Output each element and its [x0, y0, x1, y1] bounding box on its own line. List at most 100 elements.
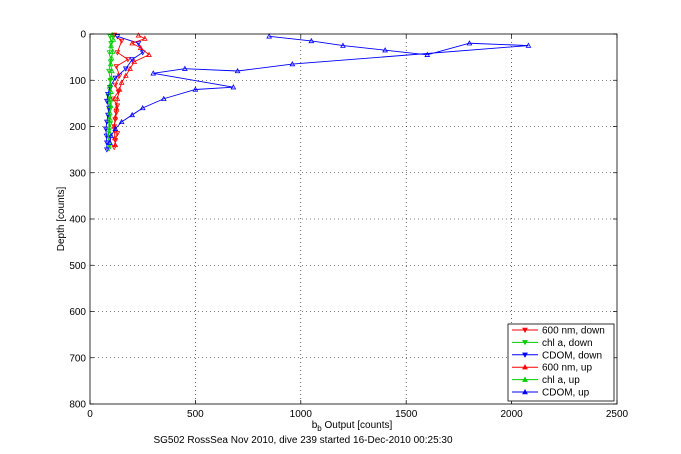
legend-entry: 600 nm, down	[542, 326, 605, 337]
y-tick-label: 800	[69, 400, 86, 411]
data-point	[114, 131, 121, 137]
data-point	[107, 139, 113, 145]
data-point	[112, 125, 119, 131]
axis-ticks: 0 500 1000 1500 2000 2500 0 100 200 300 400 500 600 7…	[69, 30, 628, 421]
data-point	[110, 96, 117, 102]
data-point	[127, 65, 133, 71]
data-point	[103, 119, 110, 125]
data-point	[110, 36, 117, 42]
legend-marker	[522, 327, 528, 334]
y-axis-label: Depth [counts]	[56, 187, 67, 252]
data-point	[105, 91, 111, 98]
data-point	[122, 72, 129, 78]
legend-marker	[522, 364, 528, 370]
data-point	[107, 95, 113, 101]
data-point	[118, 118, 125, 125]
data-point	[107, 116, 114, 122]
x-tick-label: 500	[187, 409, 204, 420]
data-point	[107, 61, 114, 67]
series-5	[107, 33, 532, 145]
caption: SG502 RossSea Nov 2010, dive 239 started…	[153, 435, 453, 446]
data-point	[106, 109, 113, 115]
data-point	[340, 42, 346, 48]
data-point	[139, 50, 146, 56]
data-point	[108, 74, 114, 81]
data-point	[160, 95, 167, 101]
y-tick-label: 0	[80, 30, 86, 41]
y-tick-label: 700	[69, 353, 86, 364]
data-point	[141, 35, 148, 41]
data-point	[125, 57, 131, 63]
legend-marker	[522, 388, 528, 395]
series-line	[113, 34, 150, 146]
data-point	[466, 40, 473, 46]
legend-entry: 600 nm, up	[542, 363, 592, 374]
y-tick-label: 400	[69, 215, 86, 226]
data-point	[113, 104, 120, 111]
data-point	[234, 67, 241, 74]
data-point	[146, 51, 152, 57]
data-point	[114, 50, 121, 56]
data-point	[109, 31, 116, 38]
data-point	[109, 67, 115, 74]
data-point	[107, 78, 114, 84]
legend-box	[507, 323, 615, 402]
data-point	[289, 61, 296, 67]
data-point	[116, 86, 123, 92]
data-point	[115, 89, 122, 95]
y-tick-label: 600	[69, 307, 86, 318]
data-point	[102, 126, 109, 132]
data-point	[135, 41, 142, 47]
data-point	[107, 102, 114, 108]
legend-entry: CDOM, up	[542, 388, 590, 399]
legend-entry: chl a, up	[542, 375, 580, 386]
y-tick-label: 300	[69, 168, 86, 179]
data-point	[114, 34, 121, 40]
data-point	[129, 111, 136, 118]
data-point	[106, 123, 113, 129]
data-point	[109, 48, 116, 54]
data-point	[525, 42, 532, 48]
data-point	[230, 84, 237, 90]
x-tick-label: 2000	[500, 409, 523, 420]
data-point	[150, 70, 157, 76]
data-point	[108, 42, 114, 48]
y-tick-label: 100	[69, 76, 86, 87]
series-line	[109, 35, 529, 143]
series-line	[112, 34, 129, 148]
data-point	[114, 95, 121, 101]
data-point	[106, 146, 112, 152]
data-point	[103, 140, 110, 146]
data-point	[122, 66, 129, 72]
data-point	[108, 88, 114, 94]
data-point	[192, 86, 199, 92]
x-axis-label: bb Output [counts]	[312, 420, 393, 433]
data-point	[135, 32, 142, 38]
legend-marker	[522, 376, 528, 382]
data-point	[118, 79, 125, 85]
data-point	[129, 57, 136, 63]
data-series	[102, 31, 532, 153]
data-point	[106, 68, 112, 75]
x-tick-label: 1500	[395, 409, 418, 420]
data-point	[137, 44, 144, 51]
data-point	[112, 141, 119, 148]
series-4	[106, 31, 117, 136]
data-point	[424, 51, 431, 57]
x-axis-label-main: b	[312, 420, 318, 431]
data-point	[112, 114, 119, 120]
data-point	[118, 38, 125, 44]
x-tick-label: 0	[87, 409, 93, 420]
data-point	[181, 65, 188, 71]
legend-entry: CDOM, down	[542, 350, 602, 361]
series-0	[110, 32, 131, 151]
data-point	[108, 132, 114, 138]
data-point	[111, 145, 118, 151]
x-tick-label: 1000	[290, 409, 313, 420]
y-tick-label: 500	[69, 261, 86, 272]
x-tick-label: 2500	[606, 409, 629, 420]
data-point	[139, 104, 146, 111]
data-point	[308, 37, 315, 44]
data-point	[108, 55, 115, 61]
